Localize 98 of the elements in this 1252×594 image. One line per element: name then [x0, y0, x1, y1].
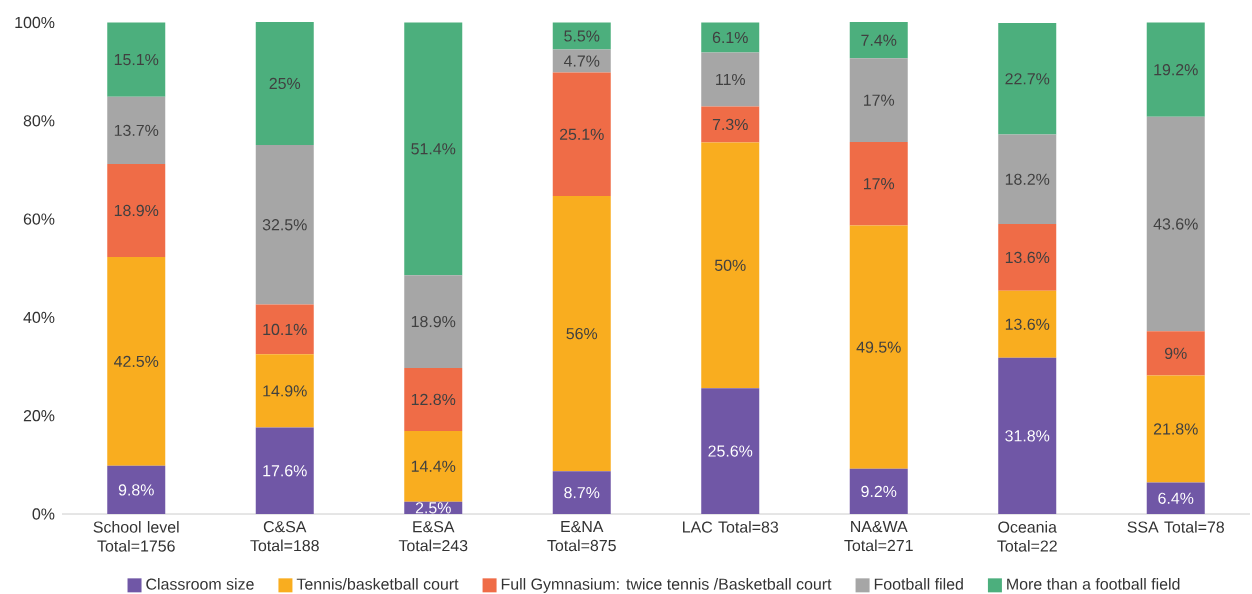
bar: [849, 141, 908, 226]
data-label: 13.6%: [1005, 318, 1050, 330]
bar: [255, 21, 314, 145]
bar: [404, 368, 463, 431]
bar: [107, 164, 166, 257]
data-label: 22.7%: [1005, 73, 1050, 85]
data-label: 49.5%: [856, 341, 901, 353]
data-label: 51.4%: [411, 143, 456, 155]
y-tick-label: 100%: [15, 16, 55, 29]
bar: [107, 96, 166, 165]
bar: [701, 22, 760, 53]
legend-label: More than a football field: [1007, 578, 1180, 590]
bar: [701, 142, 760, 389]
bar: [255, 144, 314, 305]
data-label: 8.7%: [564, 486, 600, 499]
bar: [701, 106, 760, 143]
data-label: 11%: [716, 73, 746, 86]
x-tick-label: Oceania Total=22: [997, 521, 1057, 552]
data-label: 10.1%: [263, 323, 307, 336]
data-label: 25%: [269, 77, 301, 90]
x-tick-label: E&NA Total=875: [547, 521, 616, 552]
x-tick-label: NA&WA Total=271: [844, 521, 913, 552]
bar: [107, 465, 166, 514]
data-label: 14.4%: [411, 460, 456, 472]
data-label: 5.5%: [564, 30, 600, 42]
data-label: 18.9%: [411, 315, 456, 328]
legend-label: Full Gymnasium: twice tennis /Basketball court: [501, 578, 832, 593]
bar: [404, 275, 463, 369]
y-tick-label: 60%: [23, 213, 55, 225]
bar: [998, 224, 1057, 291]
bar: [552, 22, 611, 50]
data-label: 15.1%: [114, 53, 159, 66]
bar: [998, 357, 1057, 514]
data-label: 6.1%: [712, 31, 748, 44]
data-label: 25.1%: [559, 128, 604, 140]
data-label: 4.7%: [563, 55, 600, 67]
data-label: 13.7%: [114, 124, 159, 137]
bar: [552, 471, 611, 514]
bar: [552, 72, 611, 196]
bar: [849, 21, 908, 59]
data-label: 42.5%: [114, 355, 159, 368]
x-tick-label: LAC Total=83: [683, 521, 779, 533]
y-tick-label: 40%: [23, 311, 55, 324]
legend-label: Tennis/basketball court: [296, 578, 459, 590]
bar: [404, 22, 463, 276]
data-label: 17%: [864, 94, 895, 106]
bar: [849, 468, 908, 514]
data-label: 14.9%: [263, 385, 307, 397]
bar: [552, 195, 611, 472]
bar: [1146, 482, 1205, 514]
bar: [1146, 331, 1205, 376]
data-label: 17.6%: [263, 465, 307, 477]
x-tick-label: SSA Total=78: [1127, 521, 1224, 533]
data-label: 7.4%: [861, 34, 897, 46]
data-label: 9.8%: [118, 484, 154, 496]
data-label: 12.8%: [411, 393, 456, 406]
data-label: 13.6%: [1005, 251, 1050, 264]
bar: [107, 22, 166, 97]
x-tick-label: School level Total=1756: [93, 521, 179, 552]
y-tick-label: 80%: [23, 115, 55, 127]
data-label: 21.8%: [1153, 423, 1198, 435]
bar: [107, 256, 166, 466]
bar: [701, 388, 760, 514]
data-label: 25.6%: [708, 445, 753, 457]
bar: [404, 430, 463, 502]
x-tick-label: E&SA Total=243: [398, 521, 468, 552]
bar: [1146, 22, 1205, 117]
bar: [1146, 116, 1205, 332]
bar: [998, 134, 1057, 225]
data-label: 6.4%: [1158, 492, 1194, 504]
data-label: 43.6%: [1153, 218, 1198, 230]
data-label: 32.5%: [262, 219, 307, 231]
data-label: 18.2%: [1005, 173, 1050, 185]
bar: [255, 304, 314, 355]
data-label: 7.3%: [712, 118, 748, 131]
bar: [849, 58, 908, 142]
bar: [255, 427, 314, 514]
bar: [998, 22, 1057, 135]
x-tick-label: C&SA Total=188: [250, 521, 319, 552]
bar: [849, 225, 908, 469]
data-label: 9.2%: [861, 485, 897, 498]
y-tick-label: 20%: [23, 410, 55, 422]
data-label: 17%: [864, 178, 895, 190]
data-label: 19.2%: [1154, 64, 1198, 76]
bar: [255, 354, 314, 428]
data-label: 31.8%: [1005, 430, 1050, 442]
bar: [998, 290, 1057, 358]
legend-label: Classroom size: [146, 578, 254, 590]
data-label: 50%: [714, 259, 746, 271]
data-label: 9%: [1164, 347, 1187, 359]
data-label: 18.9%: [114, 204, 159, 217]
bar: [1146, 375, 1205, 483]
data-label: 2.5%: [415, 502, 451, 514]
bar: [701, 52, 760, 107]
data-label: 56%: [566, 327, 598, 340]
legend-label: Football filed: [874, 578, 963, 590]
bar: [552, 49, 611, 73]
y-tick-label: 0%: [32, 508, 55, 520]
